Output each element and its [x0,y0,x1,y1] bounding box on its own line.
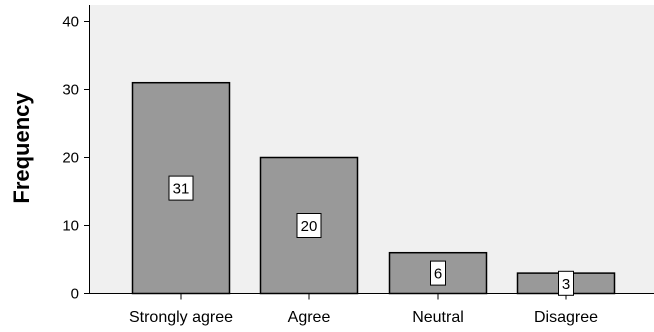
data-label: 31 [173,181,190,198]
x-tick-label: Disagree [534,309,598,326]
data-label-box [558,270,574,296]
y-axis: 0 10 20 30 40 [62,5,90,303]
y-tick-label: 20 [62,150,79,167]
y-tick-label: 0 [71,286,79,303]
y-tick-label: 10 [62,218,79,235]
data-label: 20 [301,218,318,235]
x-axis: Strongly agree Agree Neutral Disagree [89,293,654,326]
y-tick-label: 30 [62,82,79,99]
data-label-box [296,213,322,238]
x-tick-label: Agree [288,309,331,326]
y-tick-label: 40 [62,14,79,31]
data-labels: 31 20 6 3 [168,175,574,296]
data-label-box [168,175,194,201]
data-label: 6 [434,266,442,283]
x-tick-label: Strongly agree [129,309,233,326]
y-axis-title: Frequency [9,92,34,204]
x-tick-label: Neutral [412,309,464,326]
data-label: 3 [562,276,570,293]
data-label-box [430,260,446,286]
